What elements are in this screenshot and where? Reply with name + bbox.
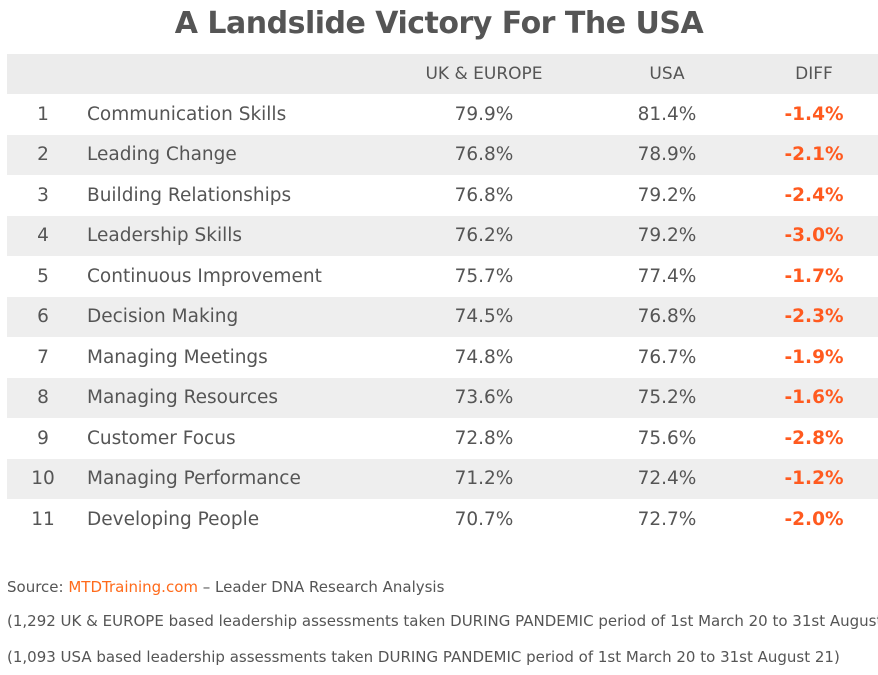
- cell-skill: Continuous Improvement: [87, 265, 322, 287]
- source-suffix: – Leader DNA Research Analysis: [198, 578, 445, 596]
- source-link[interactable]: MTDTraining.com: [68, 578, 198, 596]
- cell-rank: 3: [37, 184, 49, 206]
- cell-uk-europe: 75.7%: [454, 265, 514, 287]
- cell-uk-europe: 76.8%: [454, 184, 514, 206]
- table-row: 11 Developing People 70.7% 72.7% -2.0%: [7, 499, 878, 540]
- cell-skill: Developing People: [87, 508, 260, 530]
- cell-usa: 75.2%: [637, 387, 697, 409]
- page-title: A Landslide Victory For The USA: [174, 6, 704, 41]
- cell-rank: 1: [37, 103, 49, 125]
- cell-uk-europe: 73.6%: [454, 387, 514, 409]
- cell-diff: -2.0%: [784, 508, 844, 530]
- table-row: 1 Communication Skills 79.9% 81.4% -1.4%: [7, 94, 878, 135]
- cell-skill: Leading Change: [87, 144, 237, 166]
- cell-skill: Managing Meetings: [87, 346, 268, 368]
- cell-diff: -1.4%: [784, 103, 844, 125]
- cell-skill: Communication Skills: [87, 103, 287, 125]
- cell-usa: 81.4%: [637, 103, 697, 125]
- cell-diff: -2.3%: [784, 306, 844, 328]
- cell-diff: -1.7%: [784, 265, 844, 287]
- table-row: 5 Continuous Improvement 75.7% 77.4% -1.7%: [7, 256, 878, 297]
- cell-uk-europe: 74.8%: [454, 346, 514, 368]
- cell-usa: 72.4%: [637, 468, 697, 490]
- table-row: 8 Managing Resources 73.6% 75.2% -1.6%: [7, 377, 878, 418]
- table-row: 10 Managing Performance 71.2% 72.4% -1.2%: [7, 458, 878, 499]
- cell-usa: 79.2%: [637, 225, 697, 247]
- cell-rank: 4: [37, 225, 49, 247]
- cell-usa: 76.7%: [637, 346, 697, 368]
- cell-skill: Customer Focus: [87, 427, 236, 449]
- cell-diff: -3.0%: [784, 225, 844, 247]
- results-table: UK & EUROPE USA DIFF 1 Communication Skil…: [7, 54, 878, 540]
- source-prefix: Source:: [7, 578, 69, 596]
- table-row: 2 Leading Change 76.8% 78.9% -2.1%: [7, 134, 878, 175]
- cell-uk-europe: 74.5%: [454, 306, 514, 328]
- table-row: 3 Building Relationships 76.8% 79.2% -2.4%: [7, 175, 878, 216]
- cell-skill: Leadership Skills: [87, 225, 243, 247]
- cell-usa: 76.8%: [637, 306, 697, 328]
- cell-usa: 72.7%: [637, 508, 697, 530]
- cell-rank: 8: [37, 387, 49, 409]
- cell-diff: -2.4%: [784, 184, 844, 206]
- cell-rank: 6: [37, 306, 49, 328]
- cell-usa: 75.6%: [637, 427, 697, 449]
- cell-diff: -2.8%: [784, 427, 844, 449]
- cell-usa: 78.9%: [637, 144, 697, 166]
- cell-diff: -2.1%: [784, 144, 844, 166]
- cell-rank: 5: [37, 265, 49, 287]
- note-uk-europe: (1,292 UK & EUROPE based leadership asse…: [7, 612, 878, 630]
- table-row: 6 Decision Making 74.5% 76.8% -2.3%: [7, 296, 878, 337]
- cell-uk-europe: 79.9%: [454, 103, 514, 125]
- header-uk-europe: UK & EUROPE: [425, 64, 543, 84]
- table-header-row: UK & EUROPE USA DIFF: [7, 54, 878, 94]
- table-row: 4 Leadership Skills 76.2% 79.2% -3.0%: [7, 215, 878, 256]
- cell-rank: 2: [37, 144, 49, 166]
- cell-usa: 79.2%: [637, 184, 697, 206]
- cell-uk-europe: 76.2%: [454, 225, 514, 247]
- cell-uk-europe: 76.8%: [454, 144, 514, 166]
- cell-rank: 9: [37, 427, 49, 449]
- cell-skill: Decision Making: [87, 306, 239, 328]
- cell-diff: -1.9%: [784, 346, 844, 368]
- cell-skill: Building Relationships: [87, 184, 292, 206]
- cell-uk-europe: 70.7%: [454, 508, 514, 530]
- source-line: Source: MTDTraining.com – Leader DNA Res…: [7, 578, 444, 596]
- cell-usa: 77.4%: [637, 265, 697, 287]
- cell-rank: 10: [31, 468, 55, 490]
- cell-diff: -1.6%: [784, 387, 844, 409]
- cell-rank: 7: [37, 346, 49, 368]
- cell-skill: Managing Performance: [87, 468, 301, 490]
- cell-uk-europe: 72.8%: [454, 427, 514, 449]
- table-row: 9 Customer Focus 72.8% 75.6% -2.8%: [7, 418, 878, 459]
- header-diff: DIFF: [795, 64, 833, 84]
- note-usa: (1,093 USA based leadership assessments …: [7, 648, 840, 666]
- cell-rank: 11: [31, 508, 55, 530]
- cell-diff: -1.2%: [784, 468, 844, 490]
- header-usa: USA: [649, 64, 685, 84]
- cell-skill: Managing Resources: [87, 387, 279, 409]
- table-row: 7 Managing Meetings 74.8% 76.7% -1.9%: [7, 337, 878, 378]
- cell-uk-europe: 71.2%: [454, 468, 514, 490]
- table-body: 1 Communication Skills 79.9% 81.4% -1.4% 2 Lea…: [7, 94, 878, 540]
